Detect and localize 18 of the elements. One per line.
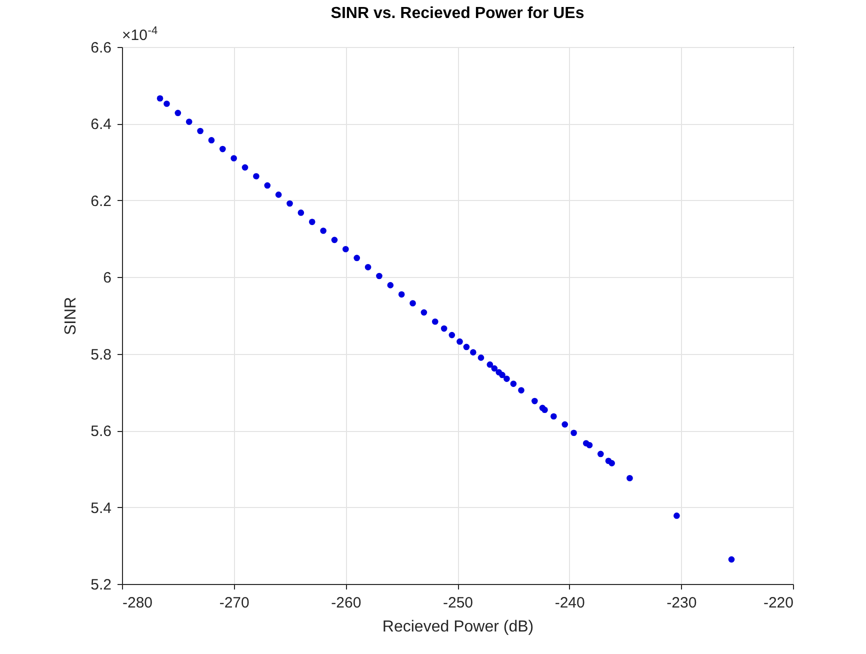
x-tick-label: -270: [219, 594, 250, 612]
y-tick-label: 5.6: [90, 423, 112, 440]
y-tick-label: 5.4: [90, 500, 112, 517]
y-tick-label: 6.4: [90, 116, 112, 134]
x-tick-label: -280: [122, 594, 153, 612]
x-tick-label: -230: [666, 594, 697, 612]
y-axis-title: SINR: [62, 296, 80, 336]
x-tick-label: -260: [331, 594, 362, 612]
chart-title: SINR vs. Recieved Power for UEs: [330, 5, 584, 22]
x-tick-label: -240: [554, 594, 585, 612]
y-tick-label: 5.2: [90, 576, 112, 594]
x-tick-label: -220: [763, 594, 794, 612]
y-tick-label: 5.8: [90, 346, 112, 364]
y-tick-label: 6: [103, 270, 112, 287]
x-axis-title: Recieved Power (dB): [382, 618, 534, 636]
y-tick-label: 6.2: [90, 192, 112, 210]
x-tick-label: -250: [442, 594, 474, 612]
y-tick-label: 6.6: [90, 40, 112, 56]
